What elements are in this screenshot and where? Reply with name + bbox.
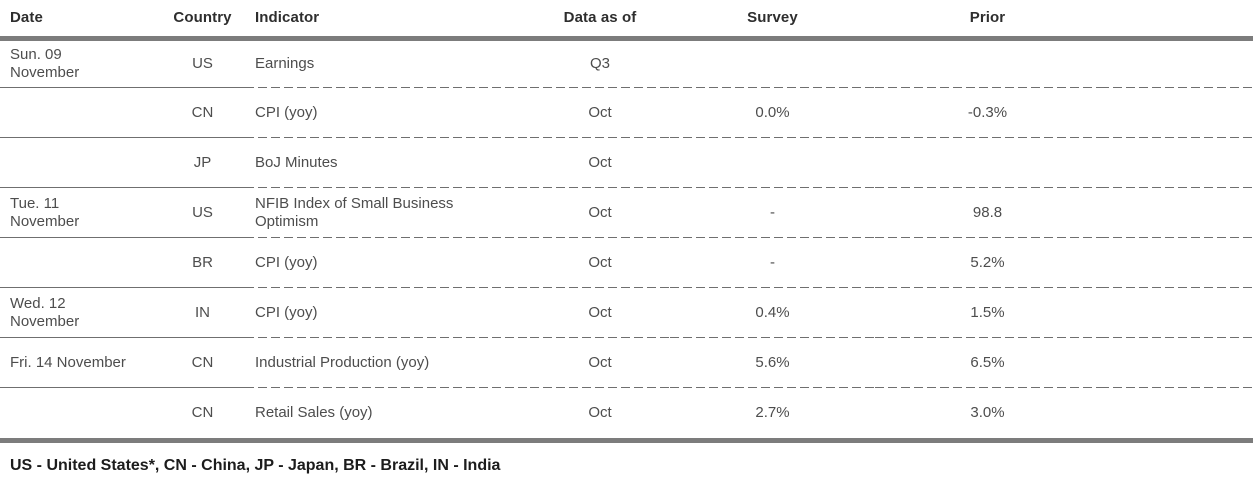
indicator-cell: CPI (yoy) xyxy=(245,288,530,338)
filler-cell xyxy=(1100,338,1253,388)
column-header-date: Date xyxy=(0,0,160,41)
survey-cell: - xyxy=(670,238,875,288)
survey-cell xyxy=(670,138,875,188)
prior-cell: 3.0% xyxy=(970,404,1005,421)
filler-cell xyxy=(1100,388,1253,438)
country-cell: US xyxy=(160,188,245,238)
indicator-cell: CPI (yoy) xyxy=(245,238,530,288)
table-row: CN CPI (yoy) Oct 0.0% -0.3% xyxy=(0,88,1253,138)
header-row: Date Country Indicator Data as of Survey… xyxy=(0,0,1253,41)
data-as-of-cell: Oct xyxy=(530,338,670,388)
filler-cell xyxy=(1100,238,1253,288)
data-as-of-cell: Oct xyxy=(588,404,612,421)
survey-cell: 0.0% xyxy=(670,88,875,138)
column-header-data-as-of: Data as of xyxy=(530,0,670,41)
indicator-cell: Retail Sales (yoy) xyxy=(255,404,373,421)
indicator-cell: BoJ Minutes xyxy=(245,138,530,188)
survey-cell: 0.4% xyxy=(670,288,875,338)
data-as-of-cell: Oct xyxy=(530,188,670,238)
table-row: Sun. 09 November US Earnings Q3 xyxy=(0,38,1253,88)
prior-cell: -0.3% xyxy=(875,88,1100,138)
prior-cell: 1.5% xyxy=(875,288,1100,338)
country-cell: JP xyxy=(160,138,245,188)
date-cell: Tue. 11 November xyxy=(0,188,160,238)
survey-cell: - xyxy=(670,188,875,238)
table-row: Tue. 11 November US NFIB Index of Small … xyxy=(0,188,1253,238)
filler-cell xyxy=(1100,288,1253,338)
country-cell: US xyxy=(160,38,245,88)
table-row: CN Retail Sales (yoy) Oct 2.7% 3.0% xyxy=(0,388,1253,438)
prior-cell xyxy=(875,38,1100,88)
country-cell: IN xyxy=(160,288,245,338)
prior-cell xyxy=(875,138,1100,188)
column-header-prior: Prior xyxy=(875,0,1100,41)
filler-cell xyxy=(1100,138,1253,188)
indicator-cell: CPI (yoy) xyxy=(245,88,530,138)
survey-cell xyxy=(670,38,875,88)
bottom-divider xyxy=(0,438,1253,443)
data-as-of-cell: Q3 xyxy=(530,38,670,88)
date-cell: Fri. 14 November xyxy=(0,338,160,388)
date-cell xyxy=(0,238,160,288)
country-cell: CN xyxy=(160,88,245,138)
prior-cell: 6.5% xyxy=(875,338,1100,388)
prior-cell: 98.8 xyxy=(875,188,1100,238)
data-as-of-cell: Oct xyxy=(530,238,670,288)
filler-cell xyxy=(1100,188,1253,238)
filler-cell xyxy=(1100,38,1253,88)
column-header-indicator: Indicator xyxy=(245,0,530,41)
column-header-filler xyxy=(1100,0,1253,41)
date-cell xyxy=(0,138,160,188)
data-as-of-cell: Oct xyxy=(530,288,670,338)
country-cell: BR xyxy=(160,238,245,288)
table-row: Fri. 14 November CN Industrial Productio… xyxy=(0,338,1253,388)
indicator-cell: NFIB Index of Small Business Optimism xyxy=(245,188,530,238)
country-legend: US - United States*, CN - China, JP - Ja… xyxy=(10,457,501,474)
data-as-of-cell: Oct xyxy=(530,138,670,188)
date-cell: Sun. 09 November xyxy=(0,38,160,88)
data-as-of-cell: Oct xyxy=(530,88,670,138)
prior-cell: 5.2% xyxy=(875,238,1100,288)
survey-cell: 5.6% xyxy=(670,338,875,388)
country-cell: CN xyxy=(191,404,214,421)
survey-cell: 2.7% xyxy=(755,404,790,421)
filler-cell xyxy=(1100,88,1253,138)
economic-calendar-table: Date Country Indicator Data as of Survey… xyxy=(0,0,1253,438)
indicator-cell: Industrial Production (yoy) xyxy=(245,338,530,388)
column-header-country: Country xyxy=(160,0,245,41)
country-cell: CN xyxy=(160,338,245,388)
table-row: BR CPI (yoy) Oct - 5.2% xyxy=(0,238,1253,288)
date-cell xyxy=(0,388,160,438)
date-cell: Wed. 12 November xyxy=(0,288,160,338)
column-header-survey: Survey xyxy=(670,0,875,41)
table-row: JP BoJ Minutes Oct xyxy=(0,138,1253,188)
indicator-cell: Earnings xyxy=(245,38,530,88)
date-cell xyxy=(0,88,160,138)
table-row: Wed. 12 November IN CPI (yoy) Oct 0.4% 1… xyxy=(0,288,1253,338)
